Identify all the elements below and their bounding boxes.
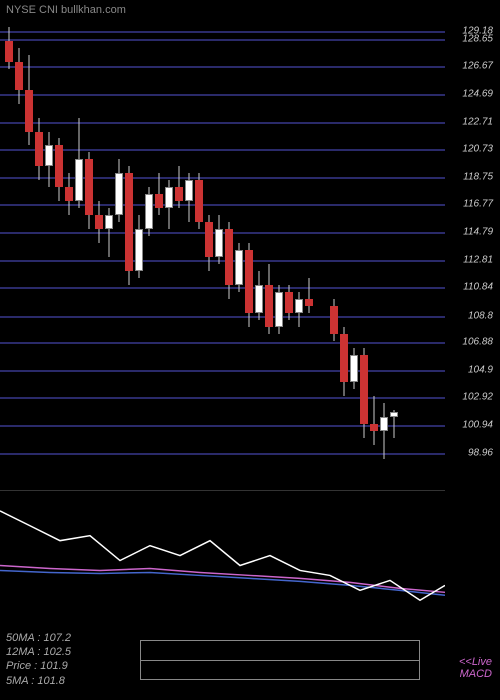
chart-container: NYSE CNI bullkhan.com 129.18128.65126.67… (0, 0, 500, 700)
ma5-row: 5MA : 101.8 (6, 674, 71, 688)
info-box: 50MA : 107.2 12MA : 102.5 Price : 101.9 … (6, 631, 71, 688)
gridline (0, 425, 445, 427)
y-axis-label: 102.92 (462, 392, 493, 403)
gridline (0, 31, 445, 33)
y-axis-label: 122.71 (462, 116, 493, 127)
gridline (0, 39, 445, 41)
exchange-label: NYSE (6, 4, 36, 16)
gridline (0, 94, 445, 96)
macd-lines (0, 491, 445, 640)
y-axis-label: 124.69 (462, 89, 493, 100)
symbol-label: CNI (39, 4, 58, 16)
live-box-divider (141, 660, 419, 661)
y-axis-label: 108.8 (468, 310, 493, 321)
source-label: bullkhan.com (61, 4, 126, 16)
y-axis-label: 126.67 (462, 61, 493, 72)
live-box (140, 640, 420, 680)
gridline (0, 66, 445, 68)
y-axis-label: 118.75 (463, 171, 493, 182)
gridline (0, 260, 445, 262)
gridline (0, 397, 445, 399)
macd-panel (0, 490, 445, 640)
y-axis-label: 116.77 (463, 199, 493, 210)
chart-header: NYSE CNI bullkhan.com (6, 4, 126, 16)
y-axis-label: 106.88 (462, 337, 493, 348)
y-axis-label: 104.9 (468, 364, 493, 375)
price-chart-panel: 129.18128.65126.67124.69122.71120.73118.… (0, 20, 445, 480)
y-axis-label: 112.81 (463, 254, 493, 265)
gridline (0, 204, 445, 206)
ma50-row: 50MA : 107.2 (6, 631, 71, 645)
gridline (0, 287, 445, 289)
ma12-row: 12MA : 102.5 (6, 645, 71, 659)
gridline (0, 122, 445, 124)
y-axis-label: 120.73 (462, 144, 493, 155)
y-axis-label: 110.84 (463, 282, 493, 293)
y-axis-label: 114.79 (463, 227, 493, 238)
live-macd-label: <<Live MACD (459, 656, 492, 680)
gridline (0, 149, 445, 151)
gridline (0, 177, 445, 179)
gridline (0, 453, 445, 455)
price-row: Price : 101.9 (6, 659, 71, 673)
y-axis-label: 98.96 (468, 447, 493, 458)
y-axis-label: 100.94 (462, 420, 493, 431)
y-axis-label: 128.65 (462, 33, 493, 44)
gridline (0, 370, 445, 372)
gridline (0, 342, 445, 344)
gridline (0, 316, 445, 318)
